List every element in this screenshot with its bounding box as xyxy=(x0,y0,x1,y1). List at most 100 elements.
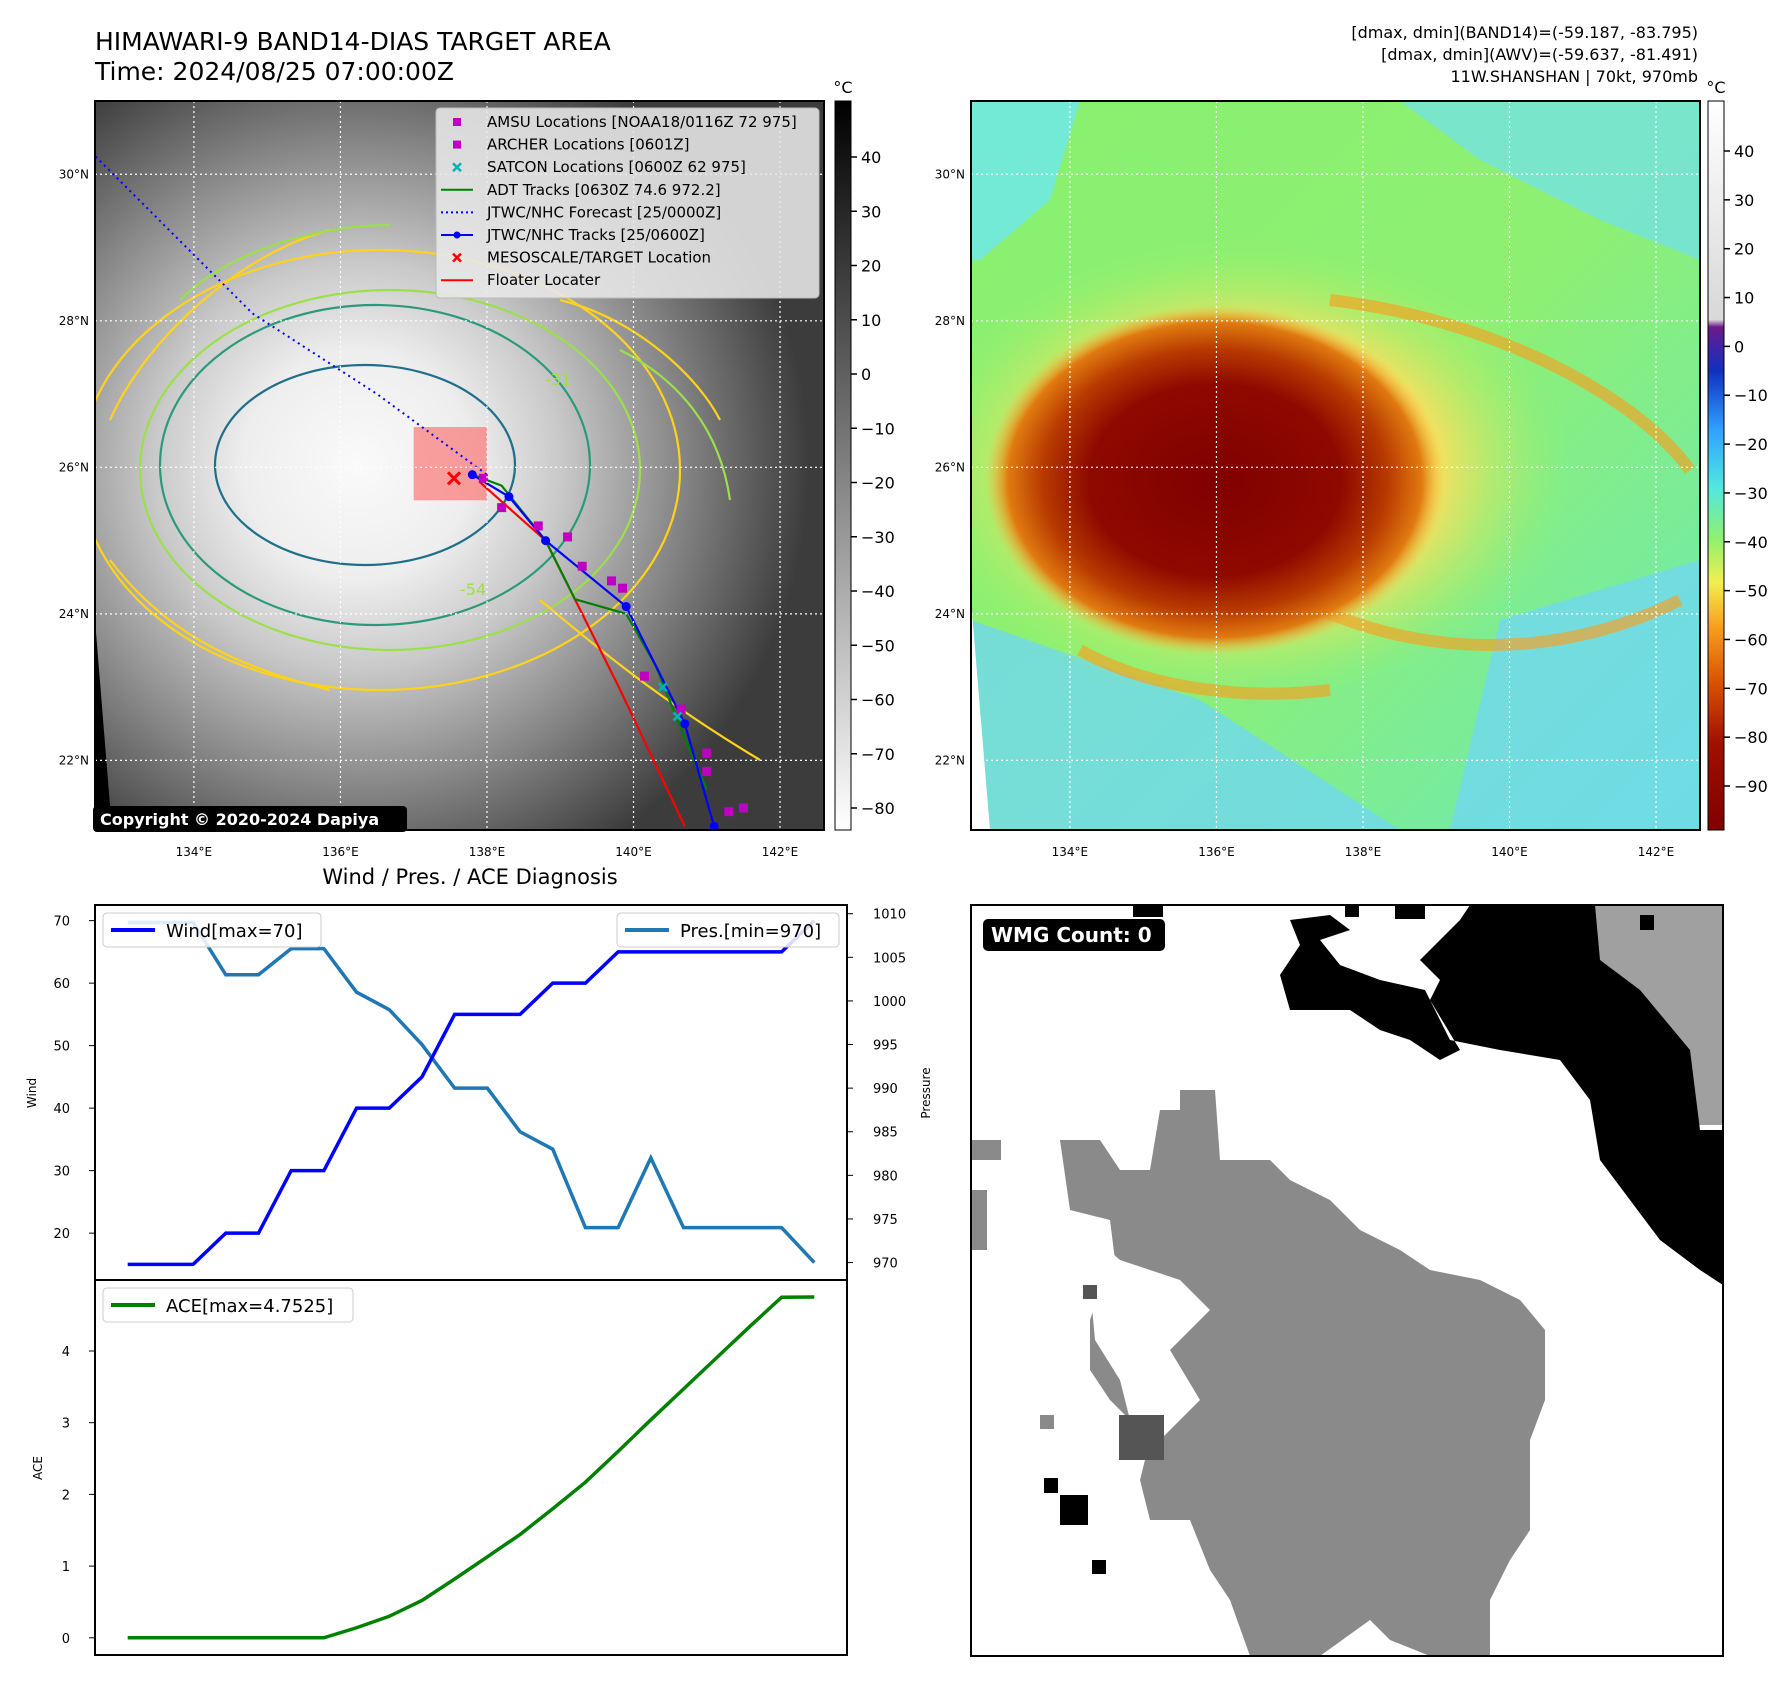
no-data-edge-right xyxy=(971,600,990,830)
lon-label: 138°E xyxy=(1345,845,1382,859)
wmg-grey-w1 xyxy=(971,1140,1001,1160)
ace-ytick-label: 3 xyxy=(62,1417,70,1432)
wind-series-line xyxy=(127,919,816,1267)
satcon-marker xyxy=(672,711,683,722)
colorbar-tick-label: 10 xyxy=(861,311,881,330)
contour-labels: -31 -54 xyxy=(460,370,571,599)
colorbar-tick-label: −30 xyxy=(861,528,895,547)
colorbar-tick-label: −20 xyxy=(1734,435,1768,454)
colorbar-tick-label: −10 xyxy=(1734,386,1768,405)
stats-line-1: [dmax, dmin](BAND14)=(-59.187, -83.795) xyxy=(1351,23,1698,42)
wind-ytick-label: 50 xyxy=(53,1040,70,1055)
ace-ytick-label: 0 xyxy=(62,1632,70,1647)
figure-time: Time: 2024/08/25 07:00:00Z xyxy=(94,57,454,86)
amsu-archer-marker xyxy=(478,473,488,483)
satcon-marker xyxy=(657,682,668,693)
pressure-series-line xyxy=(127,920,816,1264)
pressure-ytick-label: 995 xyxy=(873,1039,898,1054)
lon-label: 140°E xyxy=(1491,845,1528,859)
storm-line: 11W.SHANSHAN | 70kt, 970mb xyxy=(1450,67,1698,86)
legend-label: MESOSCALE/TARGET Location xyxy=(487,249,711,267)
colorbar-tick-label: −70 xyxy=(1734,679,1768,698)
target-area-box xyxy=(413,427,487,501)
amsu-archer-marker xyxy=(676,704,686,714)
ace-chart: 4 3 2 1 0 ACE ACE[max=4.7525] xyxy=(31,1279,848,1656)
lon-label: 140°E xyxy=(615,845,652,859)
cold-sky-ne xyxy=(1400,101,1700,260)
wind-ytick-label: 20 xyxy=(53,1227,70,1242)
colorbar-tick-label: 30 xyxy=(1734,191,1754,210)
wmg-black-top3 xyxy=(1395,905,1425,919)
legend-marker-dot xyxy=(453,231,461,239)
wmg-white-hole xyxy=(1085,1230,1210,1440)
floater-locater-line xyxy=(478,481,686,827)
enhanced-colorbar-bar xyxy=(1707,100,1725,831)
wind-legend-box xyxy=(102,912,322,948)
contour-label-31: -31 xyxy=(545,370,571,389)
lon-label: 142°E xyxy=(1638,845,1675,859)
amsu-archer-marker xyxy=(533,521,543,531)
wmg-frame xyxy=(970,904,1724,1657)
legend-marker-x xyxy=(452,252,462,263)
legend-label: Floater Locater xyxy=(487,271,601,289)
ir-colorbar-unit: °C xyxy=(833,78,852,97)
track-legend: AMSU Locations [NOAA18/0116Z 72 975] ARCH… xyxy=(435,107,820,299)
ir-colorbar-bar xyxy=(834,100,852,831)
pressure-ytick-label: 985 xyxy=(873,1126,898,1141)
cold-sky-sw xyxy=(971,620,1400,830)
legend-label: ARCHER Locations [0601Z] xyxy=(487,136,690,154)
ace-axis-label: ACE xyxy=(31,1456,45,1480)
wmg-pixels xyxy=(971,905,1723,1656)
colorbar-tick-label: −30 xyxy=(1734,484,1768,503)
no-data-edge xyxy=(95,620,112,830)
pressure-ytick-label: 1010 xyxy=(873,908,906,923)
colorbar-tick-label: −50 xyxy=(861,636,895,655)
pressure-ytick-label: 1000 xyxy=(873,995,906,1010)
ir-colorbar: °C 40 30 20 10 0 −10 −20 −30 −40 −50 −60 −70 −80 xyxy=(833,78,895,831)
legend-item: MESOSCALE/TARGET Location xyxy=(452,249,711,267)
wmg-grey-sw xyxy=(1040,1415,1054,1429)
legend-label: JTWC/NHC Forecast [25/0000Z] xyxy=(486,203,721,221)
ace-frame xyxy=(94,1279,848,1656)
jtwc-track-point xyxy=(680,719,690,729)
ace-legend-label: ACE[max=4.7525] xyxy=(166,1296,333,1317)
amsu-archer-marker xyxy=(618,583,628,593)
colorbar-tick-label: −80 xyxy=(1734,728,1768,747)
contour-label-54: -54 xyxy=(460,580,486,599)
lat-label: 24°N xyxy=(59,607,89,621)
legend-item: ADT Tracks [0630Z 74.6 972.2] xyxy=(441,181,721,199)
ace-ytick-label: 2 xyxy=(62,1488,70,1503)
legend-label: JTWC/NHC Tracks [25/0600Z] xyxy=(486,226,705,244)
contour-bands-green xyxy=(179,223,732,501)
amsu-archer-marker xyxy=(702,766,712,776)
lat-label: 24°N xyxy=(935,607,965,621)
wind-pressure-chart: 70 60 50 40 30 20 1010 1005 1000 995 990 985 980 975 9… xyxy=(25,904,933,1281)
lat-label: 28°N xyxy=(59,314,89,328)
legend-box xyxy=(435,107,820,299)
lon-label: 136°E xyxy=(322,845,359,859)
pressure-ytick-label: 1005 xyxy=(873,951,906,966)
wmg-black-ne xyxy=(1280,905,1723,1285)
legend-item: Floater Locater xyxy=(441,271,601,289)
legend-label: AMSU Locations [NOAA18/0116Z 72 975] xyxy=(487,113,797,131)
ir-map-frame xyxy=(94,100,825,831)
pressure-ytick-label: 970 xyxy=(873,1257,898,1272)
jtwc-track-point xyxy=(504,492,514,502)
wind-ytick-label: 70 xyxy=(53,915,70,930)
contour-yellow-outer xyxy=(95,248,682,692)
legend-item: SATCON Locations [0600Z 62 975] xyxy=(452,158,746,176)
legend-marker-square xyxy=(453,140,461,149)
pressure-ytick-label: 975 xyxy=(873,1213,898,1228)
colorbar-tick-label: −90 xyxy=(1734,777,1768,796)
ace-series-line xyxy=(127,1295,815,1640)
wind-ytick-label: 60 xyxy=(53,977,70,992)
lat-label: 26°N xyxy=(935,460,965,474)
colorbar-tick-label: −80 xyxy=(861,799,895,818)
cold-core xyxy=(985,305,1445,655)
lat-label: 30°N xyxy=(59,167,89,181)
enhanced-map-frame xyxy=(970,100,1701,831)
wmg-grey-body xyxy=(1060,1090,1545,1656)
diagnosis-title: Wind / Pres. / ACE Diagnosis xyxy=(322,865,617,889)
wmg-black-sw1 xyxy=(1060,1495,1088,1525)
